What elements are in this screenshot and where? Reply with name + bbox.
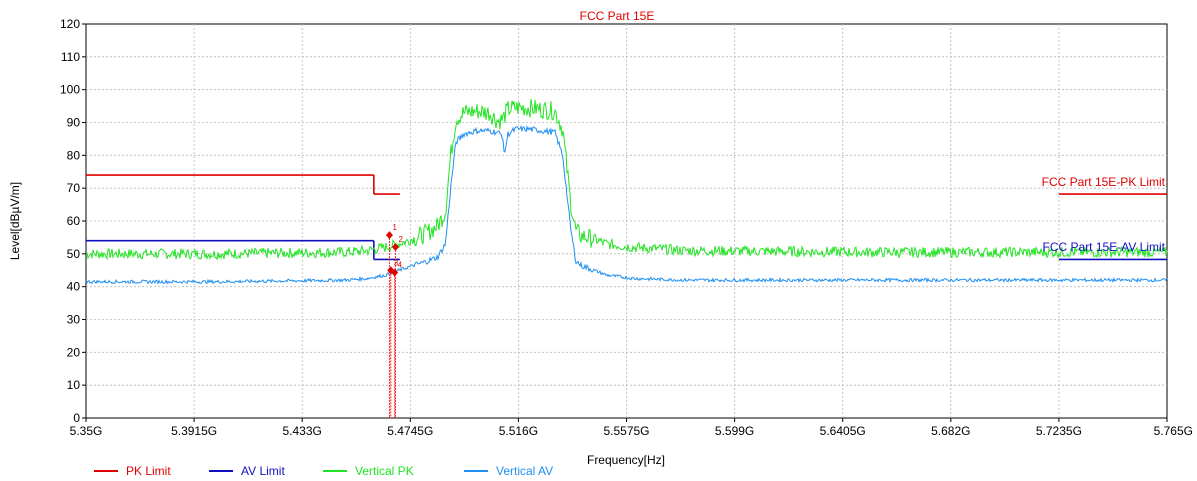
x-tick-label: 5.5575G bbox=[603, 424, 649, 438]
y-axis-title: Level[dBµV/m] bbox=[8, 182, 22, 260]
x-axis-title: Frequency[Hz] bbox=[587, 453, 665, 467]
tick-labels: 0 10 20 30 40 50 60 70 80 90 100 110 120 5.35G 5.3915G… bbox=[60, 17, 1193, 438]
legend: PK Limit AV Limit Vertical PK Vertical AV bbox=[94, 464, 553, 478]
x-tick-label: 5.6405G bbox=[820, 424, 866, 438]
x-tick-label: 5.4745G bbox=[387, 424, 433, 438]
y-tick-label: 50 bbox=[67, 247, 81, 261]
x-tick-label: 5.516G bbox=[499, 424, 538, 438]
y-tick-label: 90 bbox=[67, 116, 81, 130]
x-tick-label: 5.433G bbox=[283, 424, 322, 438]
legend-label: Vertical AV bbox=[496, 464, 553, 478]
x-tick-label: 5.7235G bbox=[1036, 424, 1082, 438]
limit-lines bbox=[86, 174, 1167, 261]
y-tick-label: 0 bbox=[73, 411, 80, 425]
pk-limit-label: FCC Part 15E-PK Limit bbox=[1042, 175, 1166, 189]
y-tick-label: 120 bbox=[60, 17, 80, 31]
marker-point bbox=[391, 242, 399, 251]
series-lines bbox=[85, 98, 1168, 285]
marker-point bbox=[385, 231, 393, 240]
vertical-pk-line bbox=[85, 98, 1168, 261]
marker-label: 4 bbox=[398, 261, 403, 270]
x-tick-label: 5.682G bbox=[931, 424, 970, 438]
marker-label: 1 bbox=[392, 223, 397, 232]
vertical-av-line bbox=[85, 124, 1168, 285]
y-tick-label: 60 bbox=[67, 214, 81, 228]
y-tick-label: 80 bbox=[67, 148, 81, 162]
y-tick-label: 20 bbox=[67, 345, 81, 359]
x-tick-label: 5.599G bbox=[715, 424, 754, 438]
av-limit-label: FCC Part 15E-AV Limit bbox=[1043, 240, 1166, 254]
y-tick-label: 110 bbox=[61, 50, 80, 64]
x-tick-label: 5.765G bbox=[1154, 424, 1193, 438]
marker-point bbox=[391, 268, 399, 277]
x-tick-label: 5.35G bbox=[70, 424, 103, 438]
y-tick-label: 100 bbox=[60, 83, 80, 97]
grid-lines bbox=[86, 24, 1167, 418]
legend-label: AV Limit bbox=[241, 464, 285, 478]
x-tick-label: 5.3915G bbox=[171, 424, 217, 438]
markers: 12 3 4 bbox=[385, 223, 403, 418]
y-tick-label: 30 bbox=[67, 313, 81, 327]
chart-title: FCC Part 15E bbox=[580, 9, 655, 23]
y-tick-label: 40 bbox=[67, 280, 81, 294]
legend-label: Vertical PK bbox=[355, 464, 414, 478]
marker-label: 3 bbox=[394, 258, 399, 267]
y-tick-label: 70 bbox=[67, 181, 81, 195]
marker-label: 2 bbox=[398, 235, 403, 244]
legend-label: PK Limit bbox=[126, 464, 171, 478]
y-tick-label: 10 bbox=[67, 378, 81, 392]
